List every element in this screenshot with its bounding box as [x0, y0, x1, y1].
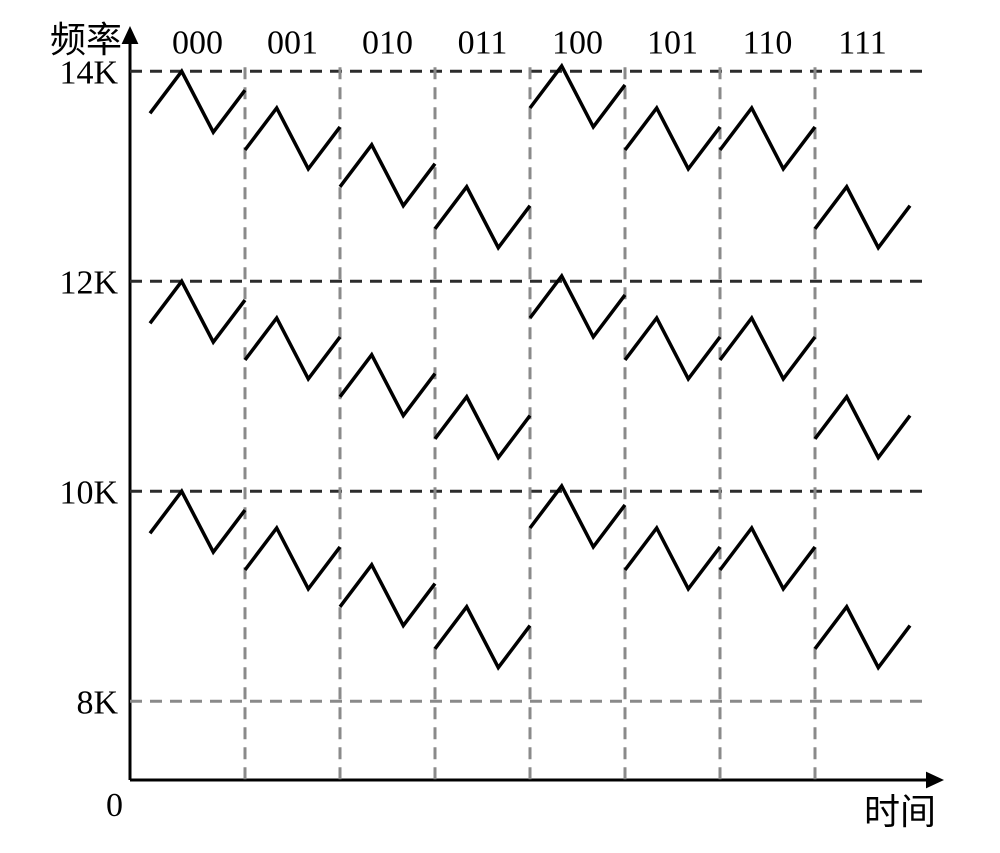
column-label-001: 001: [267, 24, 318, 61]
column-label-010: 010: [362, 24, 413, 61]
origin-label: 0: [106, 787, 123, 824]
y-axis-arrow: [122, 26, 139, 44]
ytick-10K: 10K: [59, 474, 118, 511]
column-label-000: 000: [172, 24, 223, 61]
ytick-8K: 8K: [76, 684, 118, 721]
y-axis-label: 频率: [50, 20, 122, 60]
chart-svg: 14K12K10K8K000001010011100101110111频率时间0: [0, 0, 1000, 853]
ytick-12K: 12K: [59, 264, 118, 301]
x-axis-label: 时间: [864, 792, 936, 832]
column-label-100: 100: [552, 24, 603, 61]
column-label-011: 011: [458, 24, 508, 61]
x-axis-arrow: [926, 772, 944, 789]
column-label-110: 110: [743, 24, 793, 61]
column-label-111: 111: [838, 24, 886, 61]
column-label-101: 101: [647, 24, 698, 61]
chart-container: 14K12K10K8K000001010011100101110111频率时间0: [0, 0, 1000, 853]
